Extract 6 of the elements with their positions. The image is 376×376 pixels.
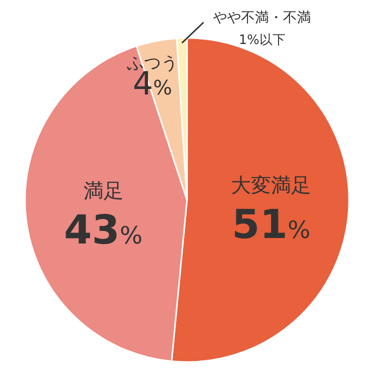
- data-label: 1%以下: [238, 33, 286, 48]
- slice-label: 満足: [83, 178, 124, 202]
- slice-label: やや不満・不満: [213, 10, 311, 26]
- data-label: 51%: [232, 202, 310, 248]
- data-label: 43%: [64, 207, 143, 254]
- slice-label: 大変満足: [231, 173, 312, 198]
